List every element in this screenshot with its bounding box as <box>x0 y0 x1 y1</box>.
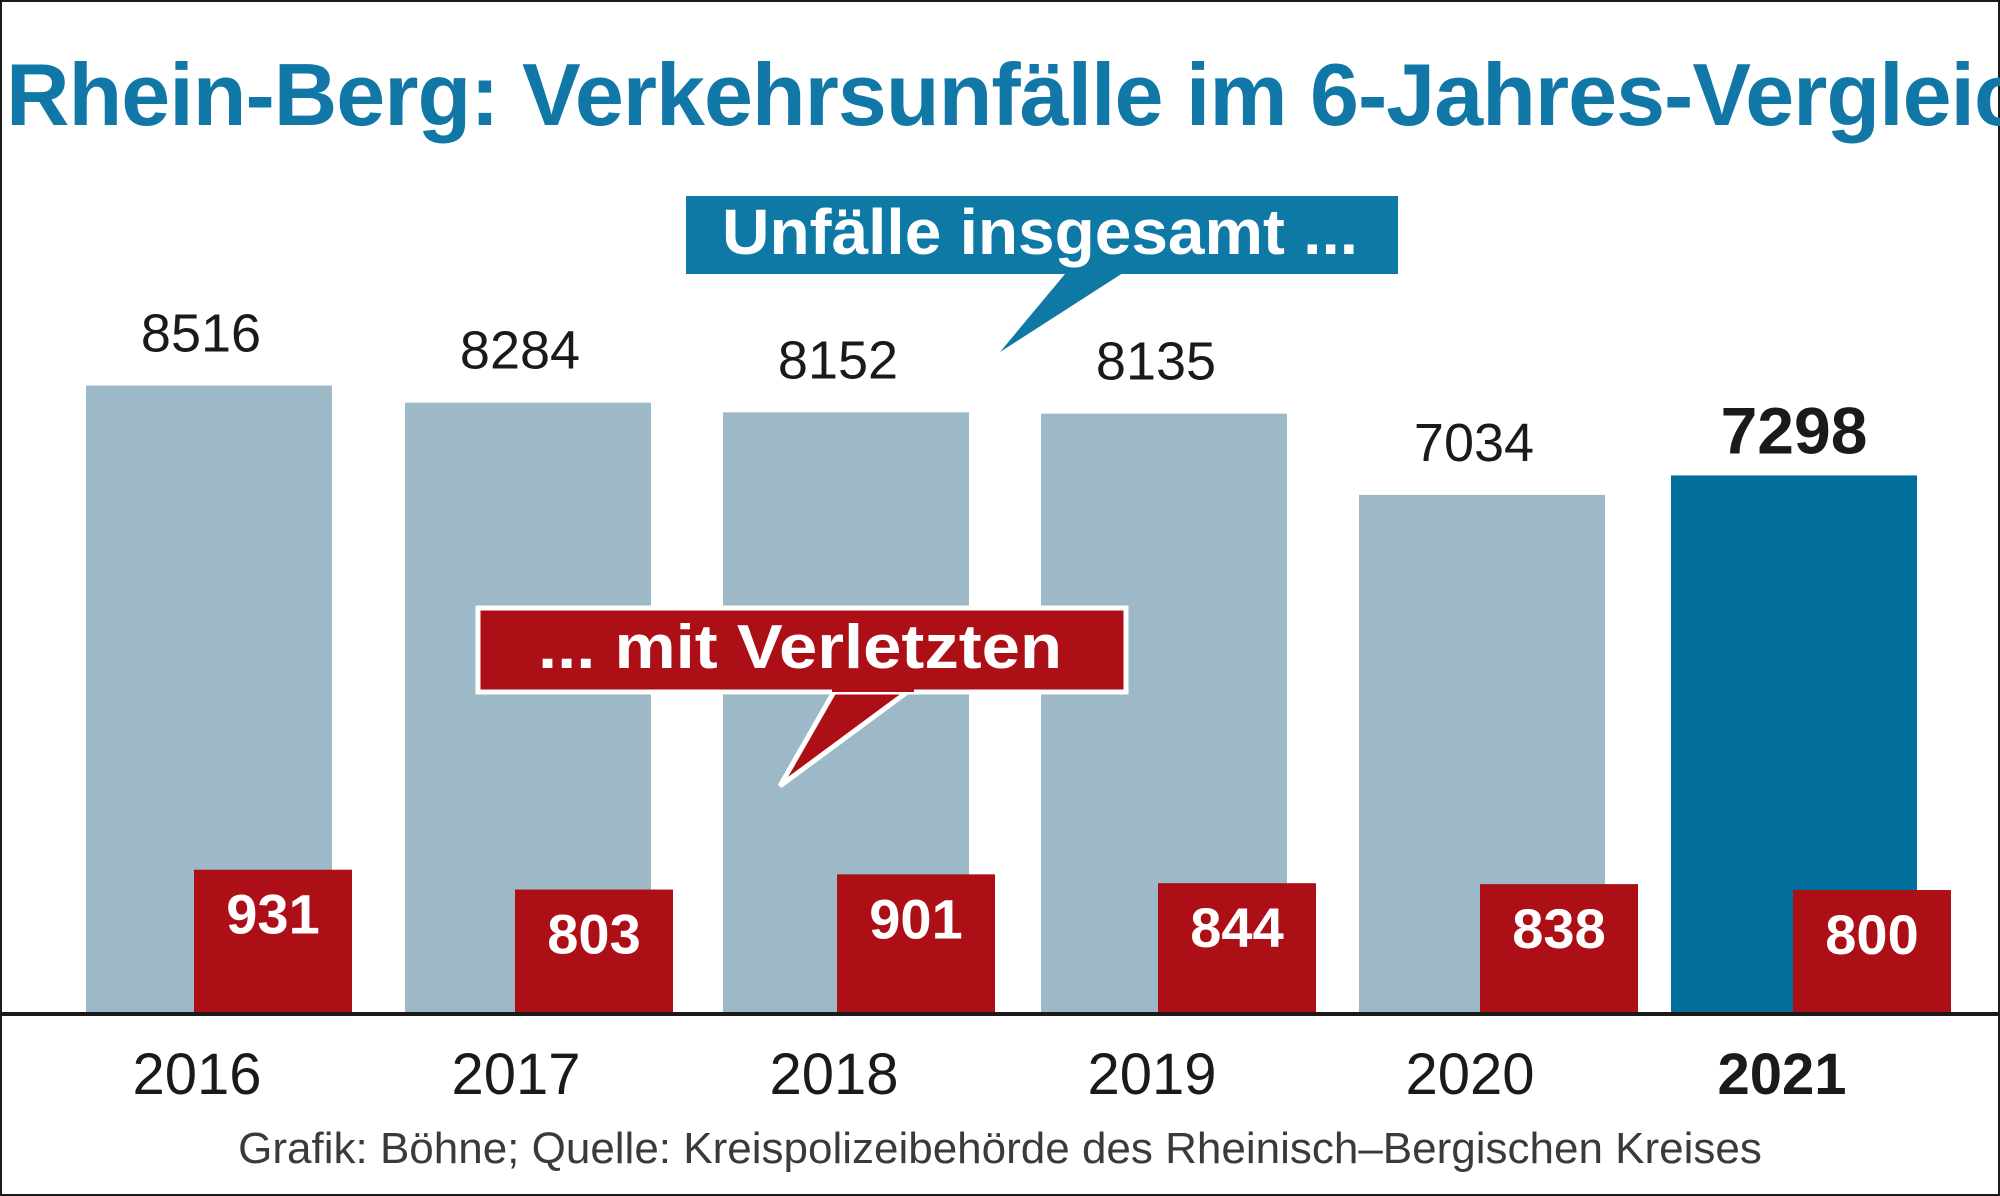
injured-value-label-2016: 931 <box>226 883 319 946</box>
injured-value-label-2017: 803 <box>547 903 640 966</box>
injured-bar-2017 <box>515 889 673 1014</box>
x-axis-ticks: 2016 2017 2018 2019 2020 2021 <box>132 1042 1846 1107</box>
total-value-label-2016: 8516 <box>141 304 261 364</box>
x-tick-label-2021: 2021 <box>1717 1042 1846 1107</box>
total-value-label-2021: 7298 <box>1721 393 1868 467</box>
injured-bar-2021 <box>1793 890 1951 1014</box>
total-value-label-2019: 8135 <box>1096 332 1216 392</box>
injured-bar-2019 <box>1158 883 1316 1014</box>
callouts-group: Unfälle insgesamt ... ... mit Verletzten <box>475 196 1398 789</box>
injured-bars-group <box>194 869 1951 1014</box>
x-tick-label-2016: 2016 <box>132 1042 261 1107</box>
total-value-label-2017: 8284 <box>460 321 580 381</box>
injured-bar-2018 <box>837 874 995 1014</box>
injured-bar-2020 <box>1480 884 1638 1014</box>
source-note: Grafik: Böhne; Quelle: Kreispolizeibehör… <box>238 1124 1762 1173</box>
injured-value-label-2019: 844 <box>1190 896 1283 959</box>
legend-label-injured: ... mit Verletzten <box>538 613 1062 682</box>
value-labels-group: 8516 931 8284 803 8152 901 8135 844 7034 838 7298 8… <box>141 304 1919 966</box>
injured-bar-2016 <box>194 869 352 1014</box>
total-value-label-2020: 7034 <box>1414 413 1534 473</box>
chart-title: Rhein-Berg: Verkehrsunfälle im 6-Jahres-… <box>6 45 2000 144</box>
injured-value-label-2020: 838 <box>1512 897 1605 960</box>
total-bars-group <box>86 385 1917 1015</box>
x-tick-label-2020: 2020 <box>1405 1042 1534 1107</box>
callout-injured-box <box>475 605 1129 695</box>
legend-label-total: Unfälle insgesamt ... <box>722 196 1358 268</box>
x-tick-label-2019: 2019 <box>1087 1042 1216 1107</box>
callout-total-tail <box>1000 262 1140 352</box>
callout-total-box <box>686 196 1398 274</box>
injured-value-label-2018: 901 <box>869 887 962 950</box>
injured-value-label-2021: 800 <box>1825 903 1918 966</box>
x-tick-label-2017: 2017 <box>451 1042 580 1107</box>
callout-injured-joint <box>832 686 914 692</box>
total-value-label-2018: 8152 <box>778 330 898 390</box>
x-tick-label-2018: 2018 <box>769 1042 898 1107</box>
